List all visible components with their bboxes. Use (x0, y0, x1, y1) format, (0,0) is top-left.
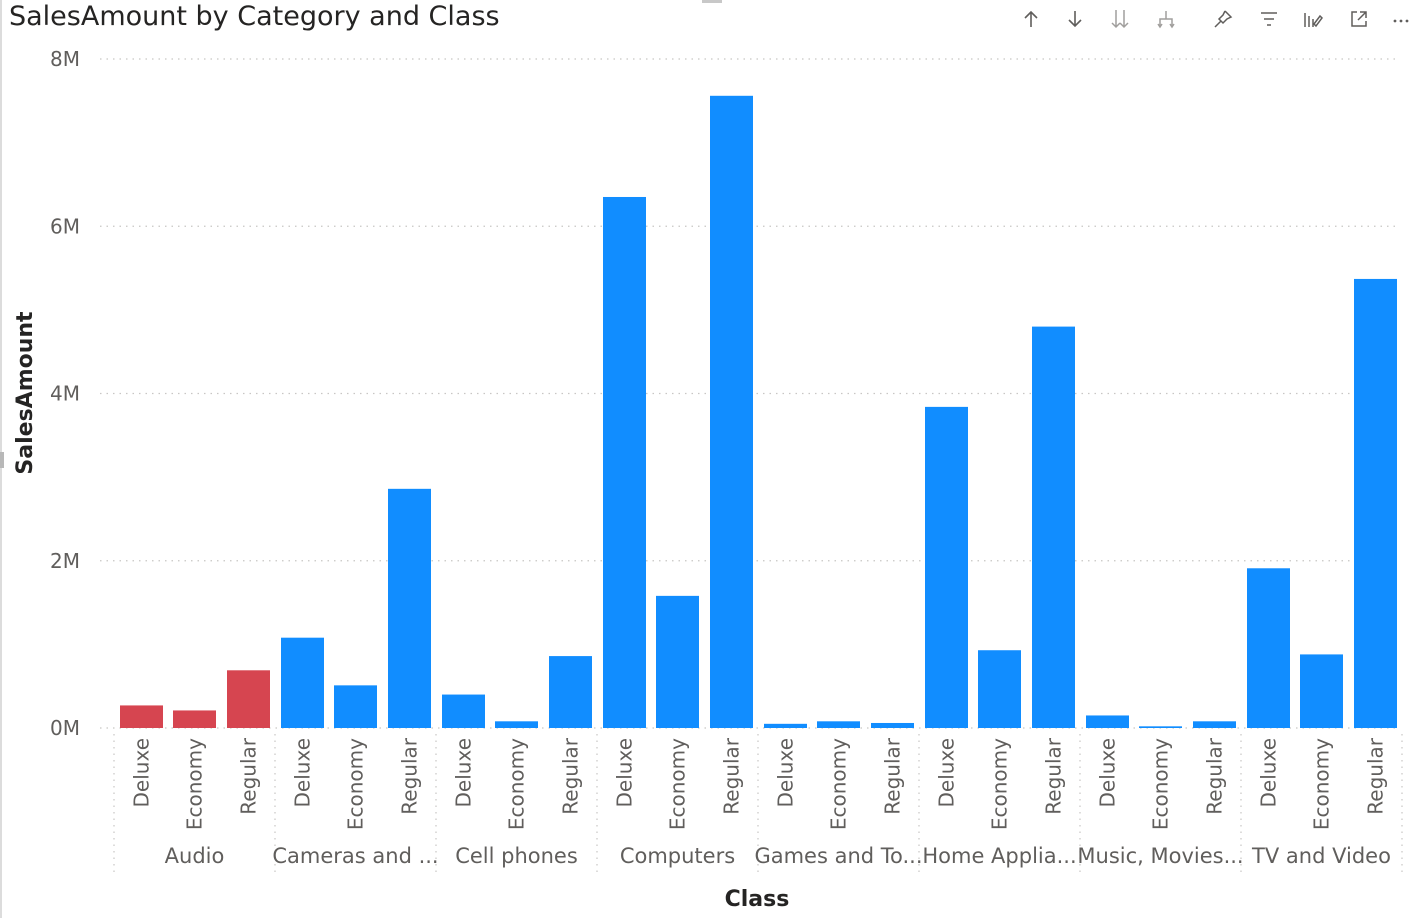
bar[interactable] (173, 710, 216, 728)
bar[interactable] (1193, 721, 1236, 728)
bar[interactable] (603, 196, 646, 728)
pin-button[interactable] (1206, 4, 1240, 34)
class-tick-label: Regular (237, 737, 261, 814)
bar[interactable] (978, 650, 1021, 728)
category-tick-label: TV and Video (1251, 844, 1391, 868)
class-tick-label: Economy (344, 738, 368, 830)
class-tick-label: Economy (1310, 738, 1334, 830)
bar[interactable] (817, 721, 860, 728)
bar[interactable] (227, 670, 270, 728)
format-visual-icon (1304, 13, 1323, 28)
class-tick-label: Economy (1149, 738, 1173, 830)
category-tick-label: Games and To... (754, 844, 922, 868)
visual-title: SalesAmount by Category and Class (9, 1, 500, 32)
filter-icon (1261, 12, 1277, 26)
class-tick-label: Regular (1203, 737, 1227, 814)
more-options-icon (1393, 19, 1409, 23)
class-tick-label: Economy (827, 738, 851, 830)
bar[interactable] (442, 694, 485, 728)
expand-next-level-button[interactable] (1103, 4, 1137, 34)
bar[interactable] (710, 95, 753, 729)
bar[interactable] (549, 656, 592, 728)
format-visual-button[interactable] (1296, 4, 1330, 34)
bar[interactable] (120, 705, 163, 728)
class-tick-label: Regular (881, 737, 905, 814)
expand-hierarchy-button[interactable] (1149, 4, 1183, 34)
class-tick-label: Regular (559, 737, 583, 814)
class-tick-label: Economy (666, 738, 690, 830)
expand-next-level-icon (1111, 10, 1129, 29)
class-tick-label: Economy (505, 738, 529, 830)
y-tick-label: 2M (50, 549, 80, 573)
y-tick-label: 8M (50, 47, 80, 71)
bar[interactable] (1139, 726, 1182, 728)
more-options-button[interactable] (1384, 4, 1418, 34)
category-tick-label: Music, Movies... (1077, 844, 1243, 868)
drill-down-icon (1068, 11, 1082, 28)
focus-mode-button[interactable] (1342, 4, 1376, 34)
bar[interactable] (1300, 654, 1343, 728)
drill-up-button[interactable] (1014, 4, 1048, 34)
bar[interactable] (334, 685, 377, 728)
bar[interactable] (495, 721, 538, 728)
bar[interactable] (871, 722, 914, 728)
bar[interactable] (925, 406, 968, 728)
category-tick-label: Cameras and ... (272, 844, 438, 868)
drill-down-button[interactable] (1058, 4, 1092, 34)
bar[interactable] (1354, 278, 1397, 728)
visual-header-toolbar (1012, 4, 1412, 36)
class-tick-label: Deluxe (291, 738, 315, 807)
class-tick-label: Regular (720, 737, 744, 814)
class-tick-label: Regular (1042, 737, 1066, 814)
bar[interactable] (1032, 326, 1075, 728)
category-tick-label: Computers (620, 844, 735, 868)
bar[interactable] (388, 488, 431, 728)
resize-handle-top[interactable] (702, 0, 722, 3)
x-axis-title: Class (725, 887, 790, 912)
class-tick-label: Economy (183, 738, 207, 830)
class-tick-label: Deluxe (613, 738, 637, 807)
focus-mode-icon (1351, 11, 1367, 27)
drill-up-icon (1024, 10, 1038, 27)
pin-icon (1214, 10, 1233, 28)
y-tick-label: 6M (50, 214, 80, 238)
y-axis-title: SalesAmount (13, 311, 38, 475)
category-tick-label: Cell phones (455, 844, 578, 868)
class-tick-label: Deluxe (452, 738, 476, 807)
expand-hierarchy-icon (1157, 11, 1175, 29)
class-tick-label: Deluxe (774, 738, 798, 807)
y-tick-label: 4M (50, 382, 80, 406)
filter-button[interactable] (1252, 4, 1286, 34)
class-tick-label: Deluxe (935, 738, 959, 807)
bar[interactable] (764, 723, 807, 728)
bar[interactable] (1086, 715, 1129, 728)
category-tick-label: Audio (165, 844, 225, 868)
class-tick-label: Deluxe (1257, 738, 1281, 807)
bar[interactable] (281, 637, 324, 728)
resize-handle-left[interactable] (0, 452, 4, 468)
bar[interactable] (656, 595, 699, 728)
class-tick-label: Regular (398, 737, 422, 814)
category-tick-label: Home Applia... (922, 844, 1076, 868)
bar[interactable] (1247, 568, 1290, 728)
y-tick-label: 0M (50, 716, 80, 740)
class-tick-label: Economy (988, 738, 1012, 830)
class-tick-label: Deluxe (1096, 738, 1120, 807)
class-tick-label: Deluxe (130, 738, 154, 807)
class-tick-label: Regular (1364, 737, 1388, 814)
